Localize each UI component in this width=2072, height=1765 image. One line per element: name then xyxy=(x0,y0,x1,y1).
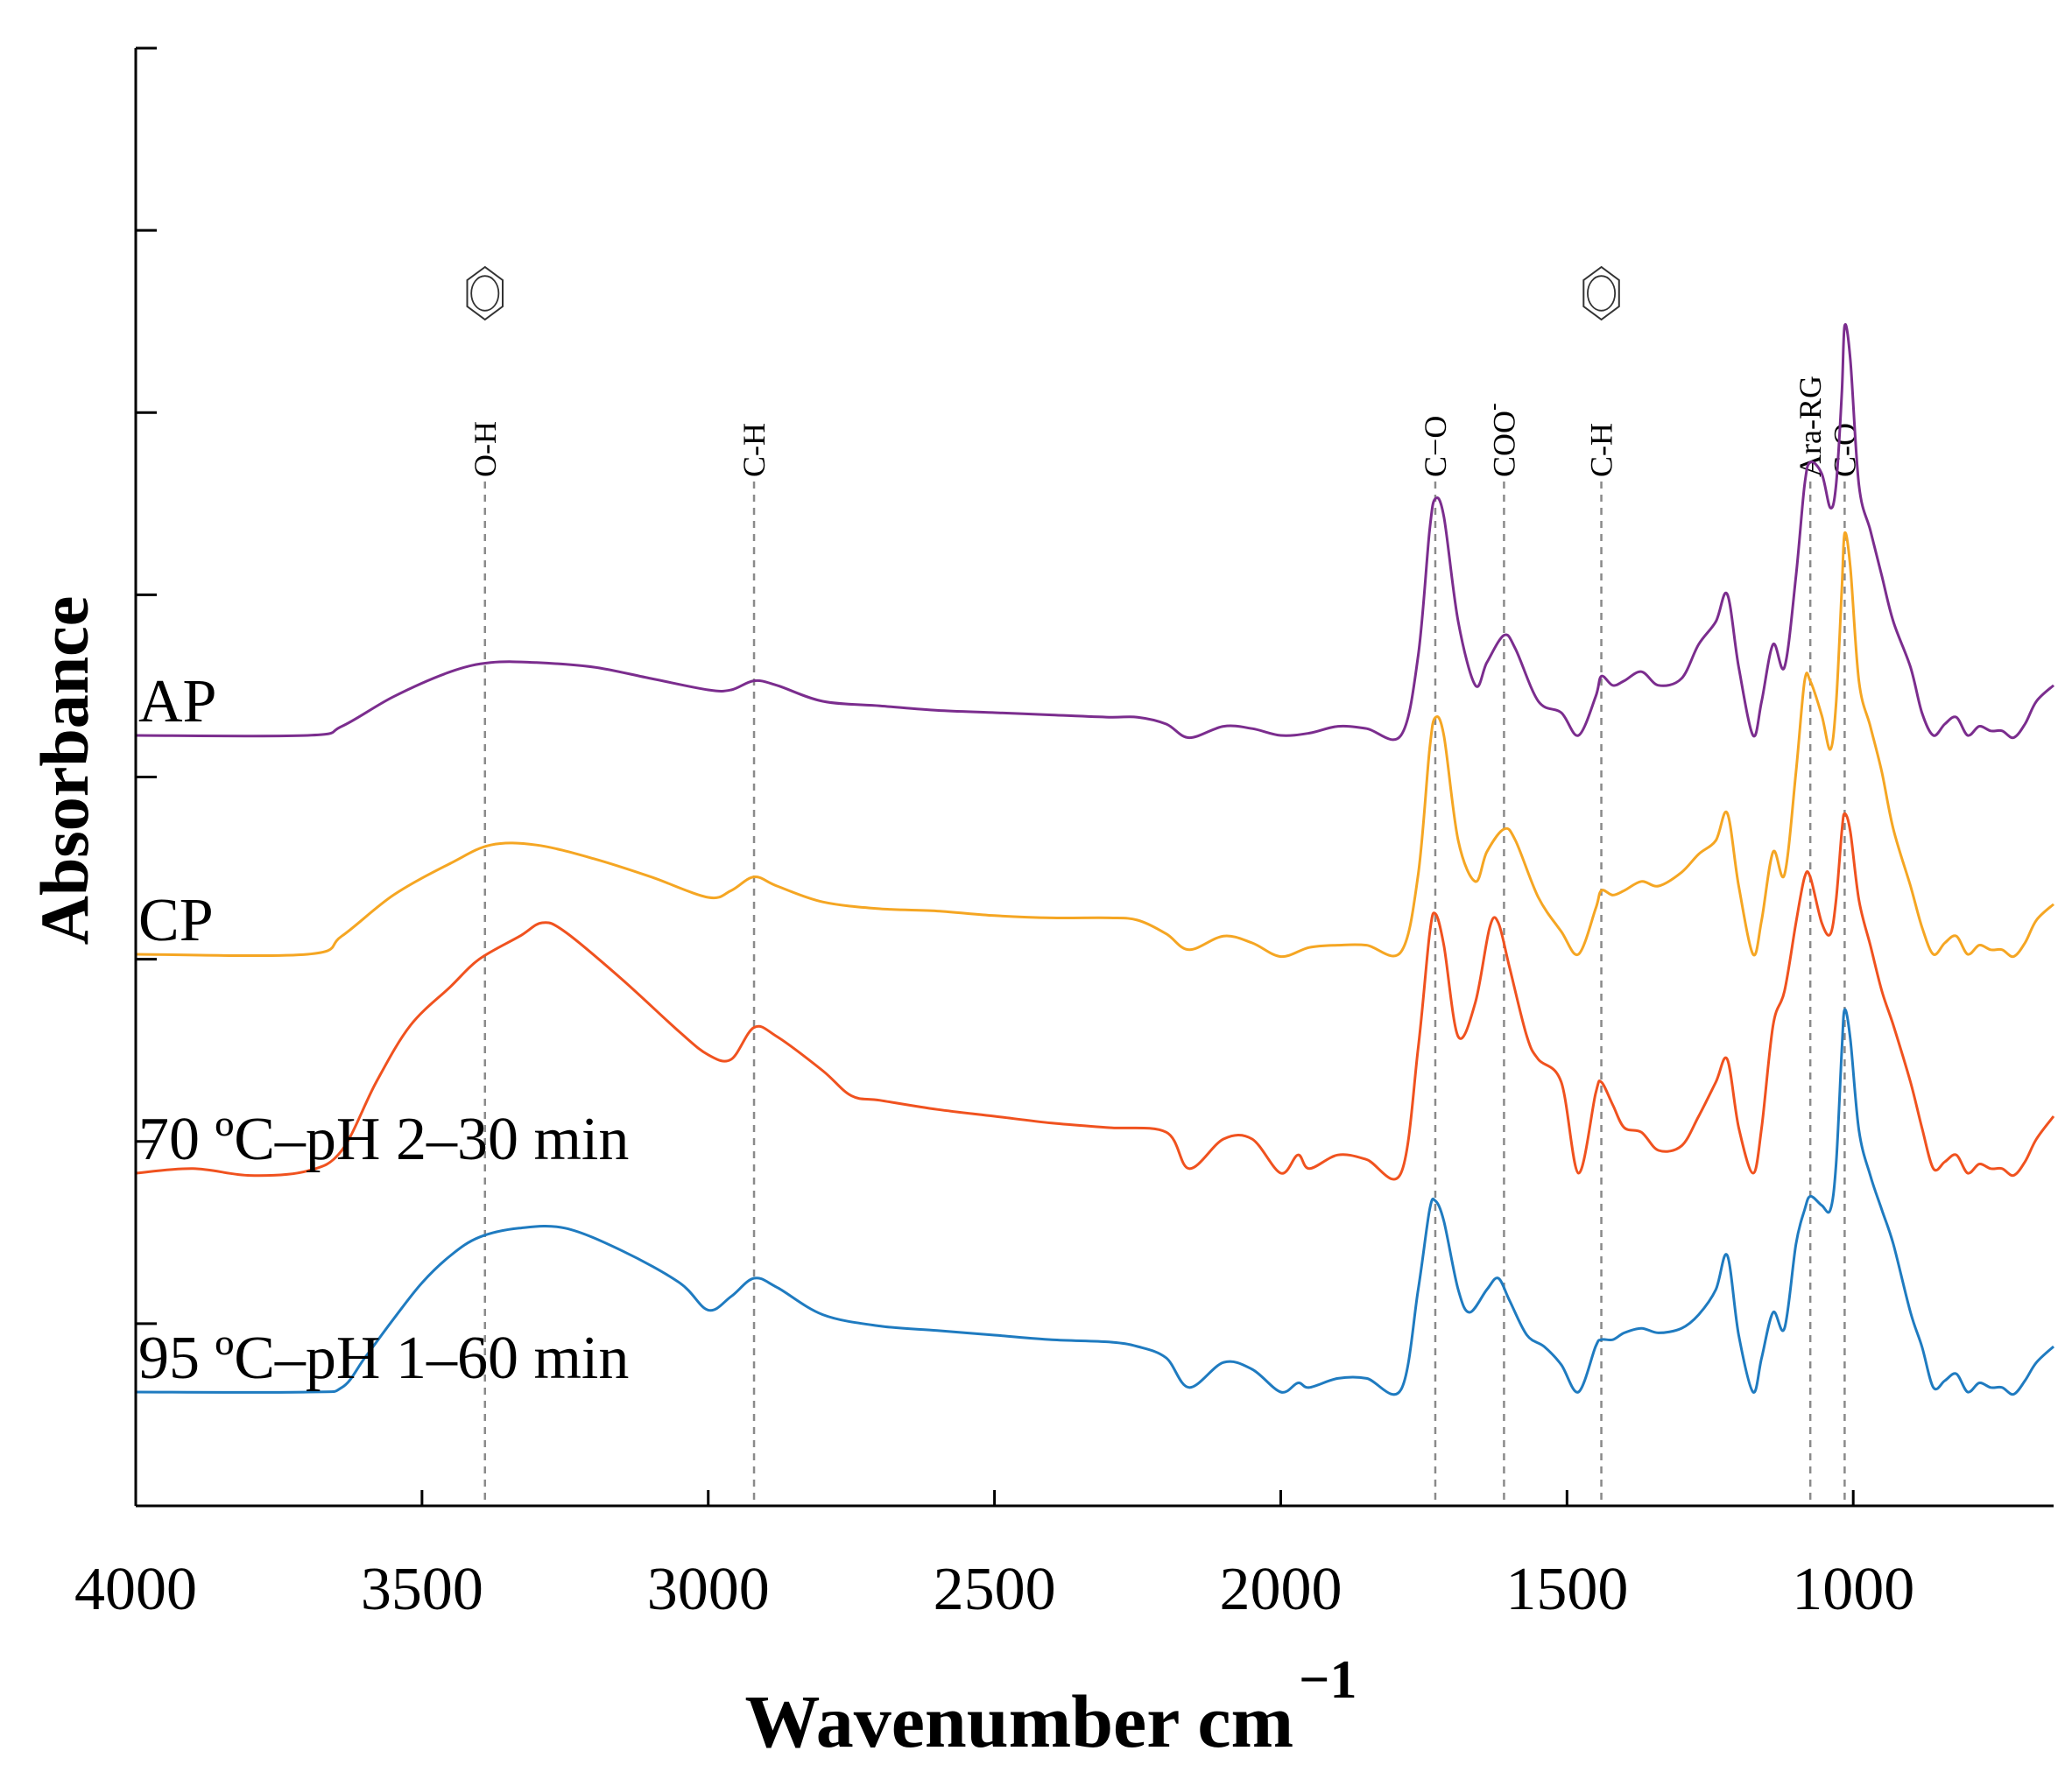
ref-label-text-0: O-H xyxy=(468,421,503,477)
x-tick-label-1000: 1000 xyxy=(1792,1556,1914,1623)
ref-label-text-4: C-H xyxy=(1584,423,1619,477)
ref-label-text-1: C-H xyxy=(736,423,772,477)
series-line-3 xyxy=(135,1008,2055,1396)
series-label-2: 70 ºC–pH 2–30 min xyxy=(138,1106,629,1173)
x-tick-label-2000: 2000 xyxy=(1219,1556,1342,1623)
x-axis-title: Wavenumber cm−1 xyxy=(745,1650,1357,1763)
benzene-ring-icon xyxy=(1587,275,1617,312)
x-tick-label-2500: 2500 xyxy=(934,1556,1056,1623)
benzene-ring-icon xyxy=(470,275,500,312)
reference-lines: O-H C-H C−O COO-C-H Ara-RG C-O xyxy=(466,265,1862,1506)
ref-label-2: C−O xyxy=(1418,416,1453,477)
x-tick-label-4000: 4000 xyxy=(74,1556,197,1623)
x-axis-title-main: Wavenumber cm xyxy=(745,1679,1294,1763)
y-axis-title: Absorbance xyxy=(26,596,102,946)
ref-label-4: C-H xyxy=(1584,423,1619,477)
benzene-icon xyxy=(1582,265,1620,321)
ref-label-sup-3: - xyxy=(1480,403,1505,411)
ref-label-text-3: COO xyxy=(1486,411,1521,477)
series-line-1 xyxy=(135,531,2055,959)
ref-label-3: COO- xyxy=(1480,403,1521,477)
series-labels: AP CP 70 ºC–pH 2–30 min 95 ºC–pH 1–60 min xyxy=(138,668,629,1392)
benzene-icon xyxy=(466,265,504,321)
ref-label-text-2: C−O xyxy=(1418,416,1453,477)
x-tick-label-3000: 3000 xyxy=(647,1556,770,1623)
x-tick-label-3500: 3500 xyxy=(361,1556,483,1623)
x-axis-title-superscript: −1 xyxy=(1299,1650,1357,1710)
x-tick-label-1500: 1500 xyxy=(1505,1556,1628,1623)
axes: 4000 3500 3000 2500 2000 1500 1000 xyxy=(74,46,2054,1623)
ref-label-text-5: Ara-RG xyxy=(1793,376,1828,477)
series-label-3: 95 ºC–pH 1–60 min xyxy=(138,1325,629,1392)
series-line-2 xyxy=(135,812,2055,1181)
ref-label-1: C-H xyxy=(736,423,772,477)
series-label-0: AP xyxy=(138,668,216,735)
series-line-0 xyxy=(135,323,2055,742)
ref-label-5: Ara-RG xyxy=(1793,376,1828,477)
series-label-1: CP xyxy=(138,887,214,954)
series-group xyxy=(135,323,2055,1396)
ref-label-0: O-H xyxy=(468,421,503,477)
